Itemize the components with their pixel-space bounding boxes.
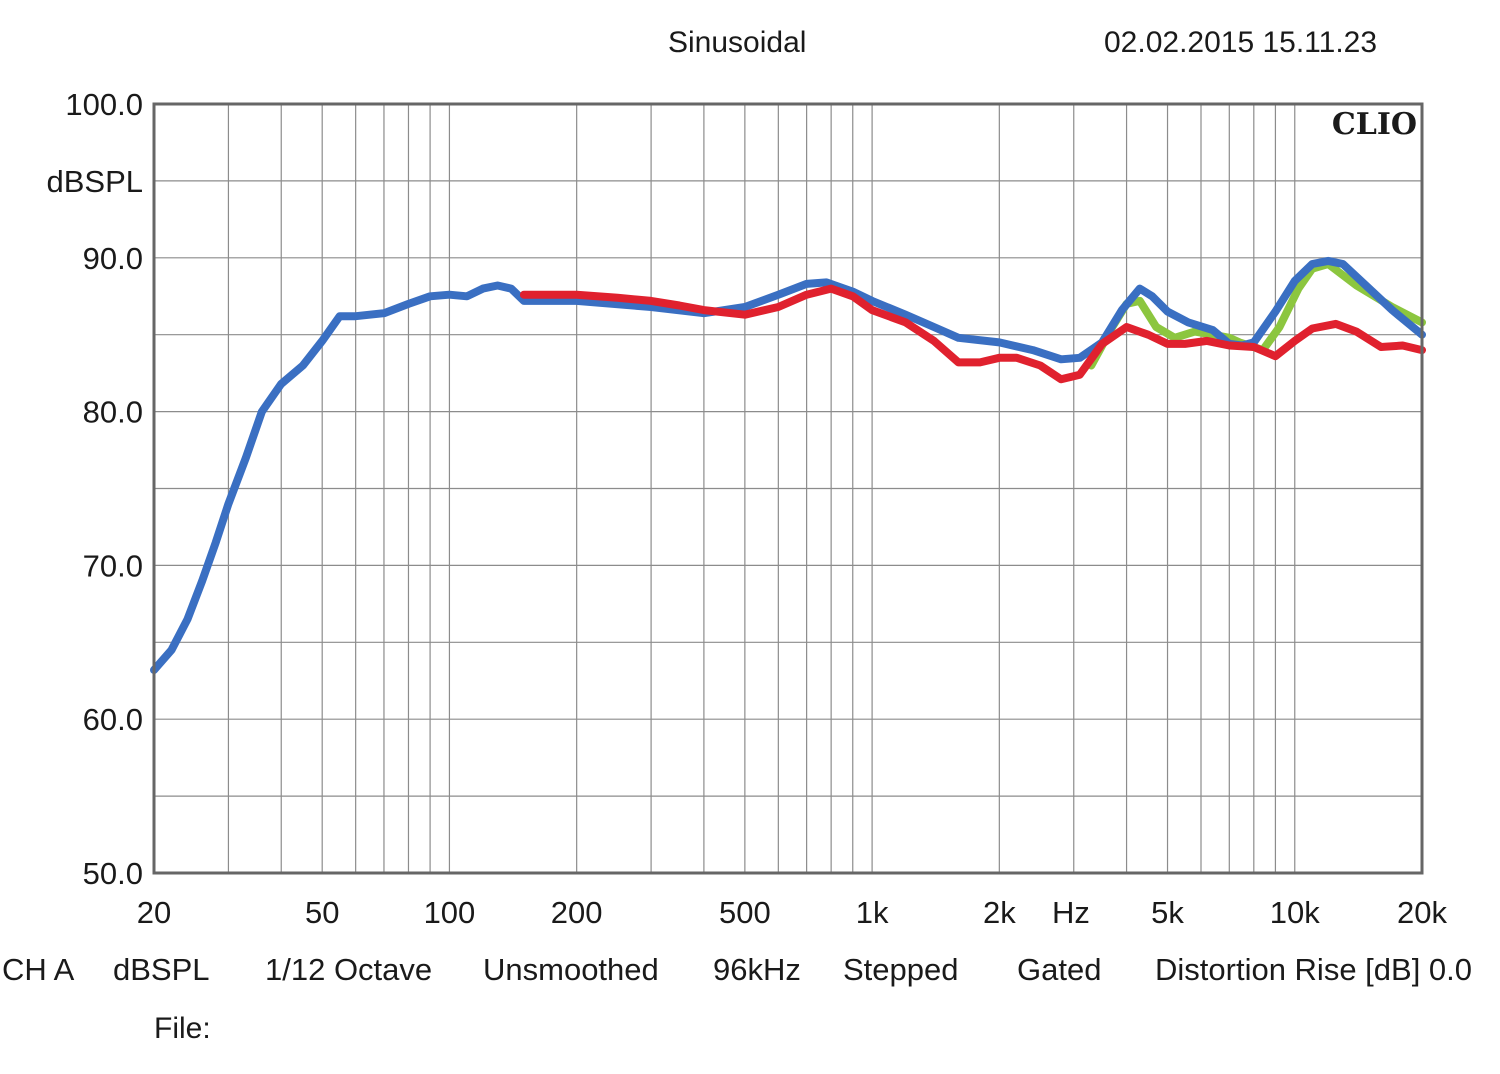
- brand-logo: CLIO: [1332, 107, 1417, 142]
- response-curve-3: [519, 284, 1426, 384]
- response-curve-1: [1087, 260, 1426, 370]
- sweep-label: Stepped: [843, 952, 959, 987]
- y-tick-label: 60.0: [83, 702, 143, 737]
- response-curve-2: [150, 256, 1426, 674]
- channel-label: CH A: [2, 952, 75, 987]
- x-tick-label: 10k: [1270, 895, 1320, 930]
- resolution-label: 1/12 Octave: [265, 952, 433, 987]
- y-axis-label: dBSPL: [46, 164, 143, 199]
- x-axis-label: Hz: [1052, 895, 1090, 930]
- file-label: File:: [154, 1012, 211, 1045]
- unit-label: dBSPL: [113, 952, 210, 987]
- distortion-label: Distortion Rise [dB] 0.0: [1155, 952, 1473, 987]
- x-tick-label: 2k: [983, 895, 1016, 930]
- x-tick-label: 500: [719, 895, 771, 930]
- y-tick-label: 100.0: [65, 87, 143, 122]
- y-tick-label: 90.0: [83, 241, 143, 276]
- x-tick-label: 100: [424, 895, 476, 930]
- y-tick-label: 70.0: [83, 548, 143, 583]
- measurement-mode: Sinusoidal: [668, 26, 807, 59]
- x-tick-label: 20k: [1397, 895, 1447, 930]
- measurement-settings: CH A dBSPL 1/12 Octave Unsmoothed 96kHz …: [0, 952, 1500, 992]
- smoothing-label: Unsmoothed: [483, 952, 659, 987]
- y-tick-label: 50.0: [83, 856, 143, 891]
- x-tick-label: 20: [137, 895, 171, 930]
- x-tick-label: 5k: [1151, 895, 1184, 930]
- x-tick-label: 50: [305, 895, 339, 930]
- measurement-timestamp: 02.02.2015 15.11.23: [1104, 26, 1378, 59]
- x-tick-label: 200: [551, 895, 603, 930]
- plot-frame: [152, 102, 1424, 875]
- sample-rate-label: 96kHz: [713, 952, 801, 987]
- x-tick-label: 1k: [856, 895, 889, 930]
- y-tick-label: 80.0: [83, 395, 143, 430]
- window-label: Gated: [1017, 952, 1102, 987]
